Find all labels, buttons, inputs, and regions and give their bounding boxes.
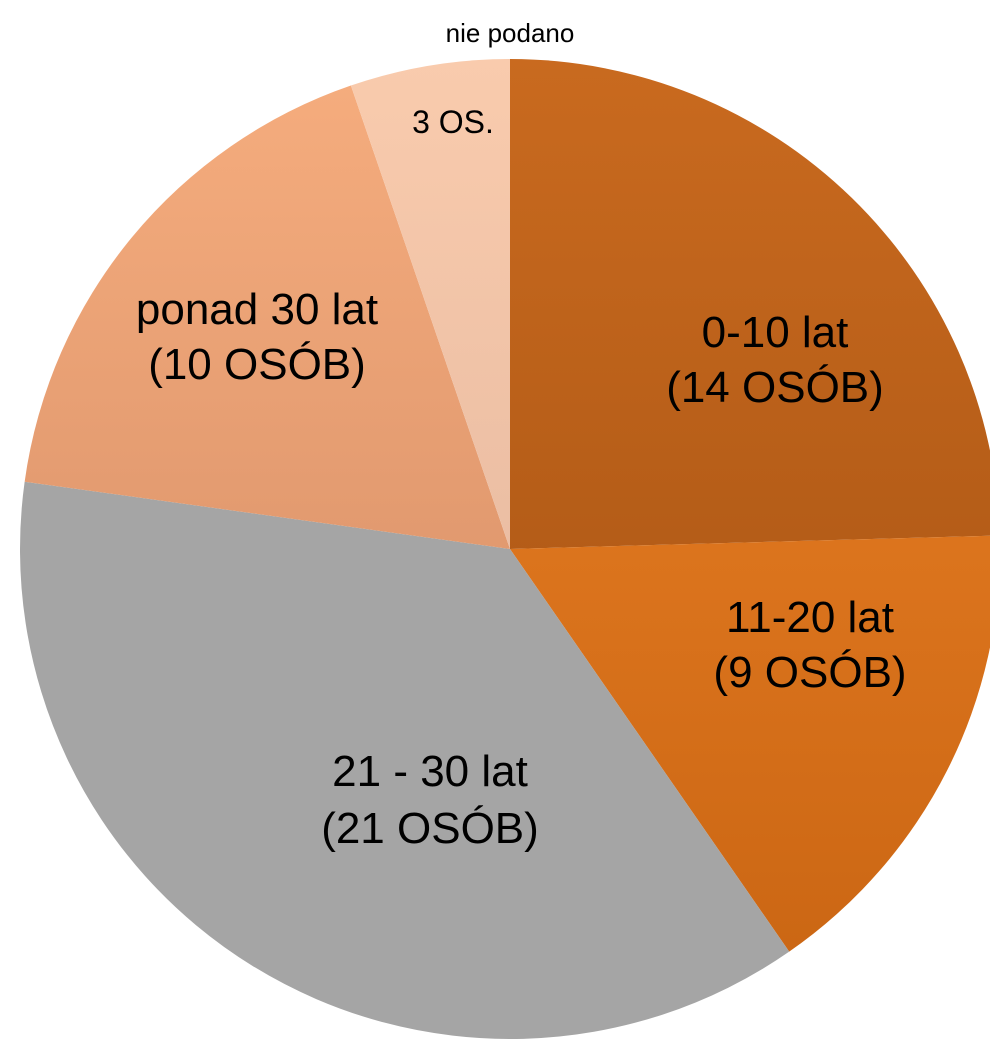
slice-label-4-line-1: ponad 30 lat <box>136 285 378 334</box>
slice-label-2-line-2: (9 OSÓB) <box>713 648 906 697</box>
slice-label-3-line-2: (21 OSÓB) <box>321 804 539 853</box>
pie-slice-5 <box>350 59 510 549</box>
pie-slice-4 <box>24 85 511 549</box>
slice-label-5-line-1: 3 OS. <box>412 104 494 140</box>
slice-label-3-line-1: 21 - 30 lat <box>332 747 528 796</box>
slice-outside-label-5: nie podano <box>446 18 575 48</box>
slice-label-4-line-2: (10 OSÓB) <box>148 340 366 389</box>
slice-label-2-line-1: 11-20 lat <box>726 593 894 642</box>
slice-label-1-line-1: 0-10 lat <box>702 308 849 357</box>
pie-slice-3 <box>20 481 790 1039</box>
pie-labels: 0-10 lat (14 OSÓB) 11-20 lat (9 OSÓB) 21 - 3… <box>136 18 907 853</box>
slice-label-1-line-2: (14 OSÓB) <box>666 363 884 412</box>
pie-slices <box>20 59 990 1039</box>
pie-slice-2 <box>510 535 990 952</box>
pie-slice-1 <box>510 59 990 549</box>
